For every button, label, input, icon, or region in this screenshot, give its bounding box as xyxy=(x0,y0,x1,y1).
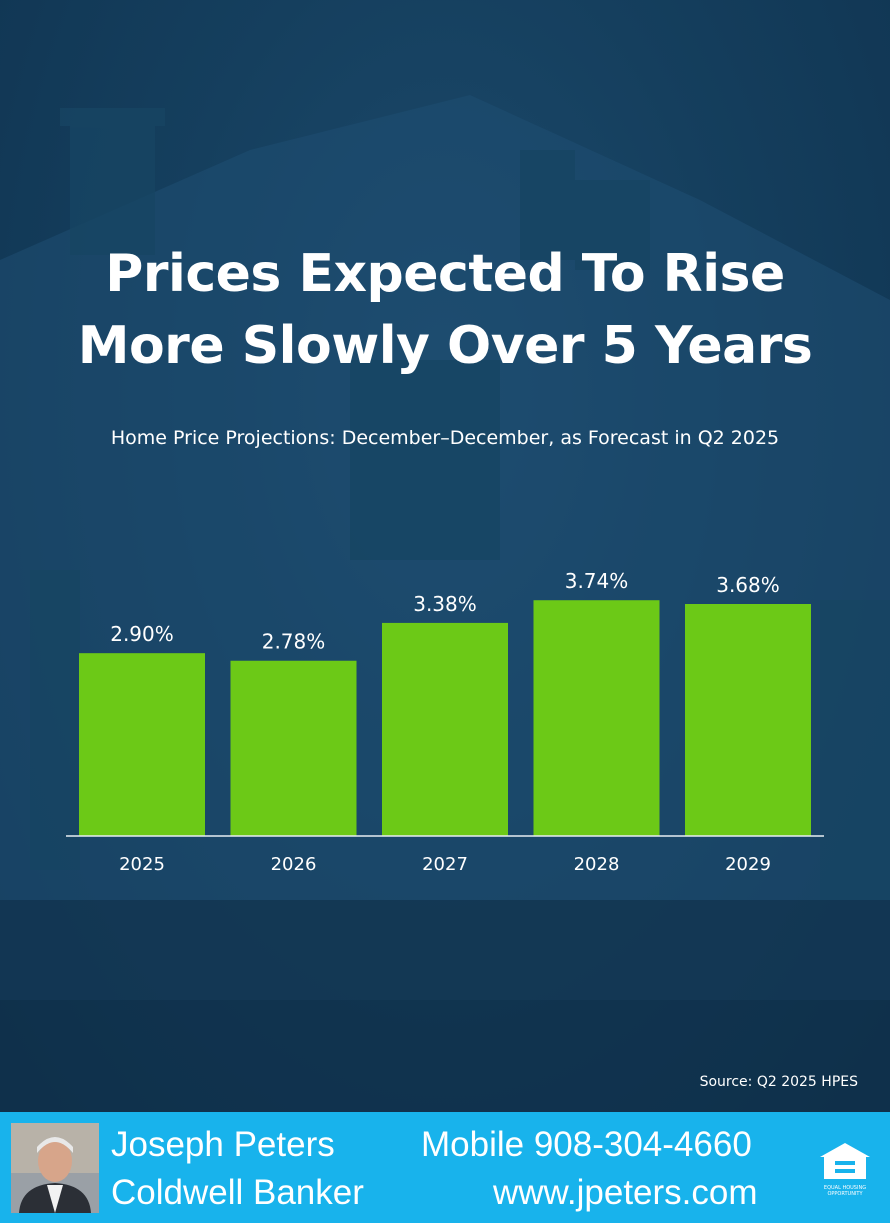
agent-website[interactable]: www.jpeters.com xyxy=(493,1173,758,1212)
x-tick-label-2025: 2025 xyxy=(119,854,165,875)
bar-2026 xyxy=(230,660,357,836)
data-label-2026: 2.78% xyxy=(262,630,326,654)
equal-housing-label: EQUAL HOUSING OPPORTUNITY xyxy=(823,1185,867,1197)
x-tick-label-2029: 2029 xyxy=(725,854,771,875)
bar-2029 xyxy=(685,604,811,836)
agent-name: Joseph Peters xyxy=(111,1125,335,1164)
background-house-image xyxy=(0,0,890,1112)
agent-footer: Joseph Peters Coldwell Banker Mobile 908… xyxy=(0,1112,890,1223)
x-tick-label-2026: 2026 xyxy=(271,854,317,875)
bar-chart: 2.90% 2025 2.78% 2026 3.38% 2027 3.74% 2028 3.68… xyxy=(66,569,824,875)
source-note: Source: Q2 2025 HPES xyxy=(699,1074,858,1090)
data-label-2029: 3.68% xyxy=(716,573,780,597)
bar-2027 xyxy=(382,622,508,836)
data-label-2028: 3.74% xyxy=(565,569,629,593)
agent-company: Coldwell Banker xyxy=(111,1173,364,1212)
agent-phone[interactable]: Mobile 908-304-4660 xyxy=(421,1125,752,1164)
title-line-2: More Slowly Over 5 Years xyxy=(77,316,813,376)
data-label-2025: 2.90% xyxy=(110,622,174,646)
bar-2028 xyxy=(533,600,660,836)
x-tick-label-2028: 2028 xyxy=(574,854,620,875)
chart-subtitle: Home Price Projections: December–Decembe… xyxy=(110,427,780,449)
title-line-1: Prices Expected To Rise xyxy=(105,244,785,304)
x-tick-label-2027: 2027 xyxy=(422,854,468,875)
equal-housing-icon: EQUAL HOUSING OPPORTUNITY xyxy=(816,1139,874,1199)
data-label-2027: 3.38% xyxy=(413,592,477,616)
page-title: Prices Expected To Rise More Slowly Over… xyxy=(0,238,890,382)
bar-2025 xyxy=(79,653,205,836)
agent-photo xyxy=(11,1123,99,1213)
